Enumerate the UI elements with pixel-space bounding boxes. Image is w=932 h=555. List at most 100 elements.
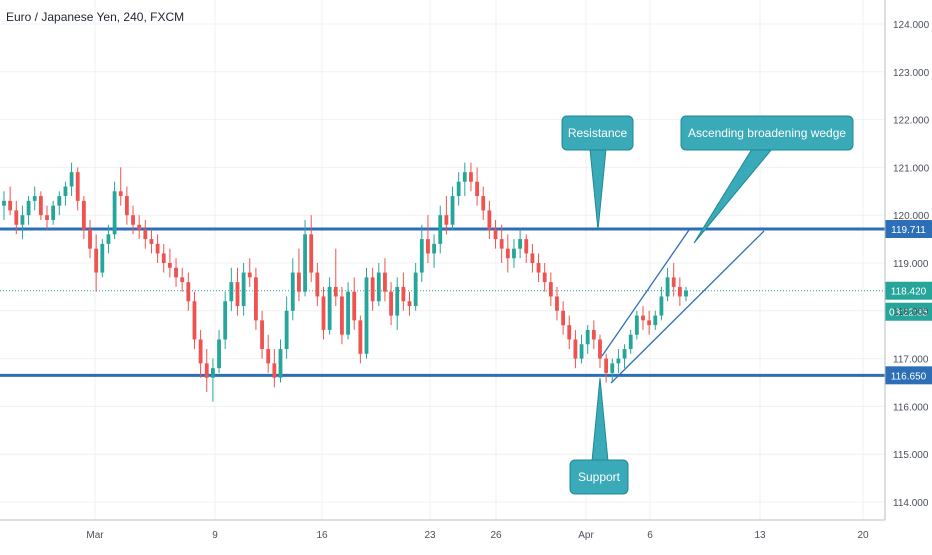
candle bbox=[167, 248, 172, 278]
candle-body bbox=[192, 301, 197, 340]
candle bbox=[69, 162, 74, 197]
resistance-price-label: 119.711 bbox=[891, 225, 926, 236]
x-tick-label: 20 bbox=[857, 530, 869, 541]
candle-body bbox=[143, 229, 148, 240]
candle bbox=[309, 215, 314, 283]
y-tick-label: 121.000 bbox=[893, 163, 930, 174]
candle bbox=[561, 301, 566, 335]
candle bbox=[481, 186, 486, 220]
price-axis[interactable]: 114.000 115.000 116.000 117.000 118.000 119.0… bbox=[884, 0, 930, 520]
candle-body bbox=[677, 286, 682, 297]
candle bbox=[333, 248, 338, 307]
horizontal-levels[interactable]: 119.711 116.650 118.420 03:22:35 bbox=[0, 220, 932, 385]
candle bbox=[241, 263, 246, 316]
candle-body bbox=[641, 315, 645, 321]
candle bbox=[524, 234, 529, 263]
candle bbox=[247, 258, 252, 287]
time-axis[interactable]: Mar 9 16 23 26 Apr 6 13 20 bbox=[0, 519, 885, 541]
candle-body bbox=[518, 239, 523, 249]
candle-body bbox=[303, 234, 307, 292]
candle bbox=[567, 315, 572, 350]
callouts[interactable]: Resistance Ascending broadening wedge Supp… bbox=[561, 115, 854, 495]
candle-body bbox=[235, 282, 240, 307]
candle bbox=[610, 358, 615, 383]
candle bbox=[223, 291, 228, 350]
candle bbox=[210, 358, 215, 402]
candle-body bbox=[217, 339, 221, 369]
candle bbox=[604, 353, 609, 383]
candle-body bbox=[622, 349, 627, 359]
y-tick-label: 116.000 bbox=[893, 402, 929, 413]
candle-body bbox=[653, 315, 658, 326]
y-tick-label: 122.000 bbox=[893, 116, 930, 127]
candle bbox=[530, 243, 535, 273]
candle-body bbox=[106, 234, 111, 244]
candle-body bbox=[333, 286, 338, 297]
candle bbox=[174, 258, 178, 287]
y-tick-label: 118.000 bbox=[893, 307, 929, 318]
candle-body bbox=[266, 349, 271, 364]
candle-body bbox=[340, 296, 344, 335]
candle-body bbox=[671, 277, 676, 287]
x-tick-label: 26 bbox=[490, 530, 502, 541]
y-tick-label: 117.000 bbox=[893, 355, 929, 366]
candle-body bbox=[20, 215, 25, 225]
candle bbox=[266, 334, 271, 373]
grid-lines bbox=[0, 0, 885, 520]
candle bbox=[512, 239, 516, 268]
wedge-callout-text: Ascending broadening wedge bbox=[688, 126, 846, 140]
candle-body bbox=[567, 325, 572, 340]
candle bbox=[364, 267, 369, 359]
candle-body bbox=[598, 339, 602, 359]
candle-body bbox=[475, 181, 480, 197]
candle bbox=[358, 315, 363, 364]
candle-body bbox=[493, 229, 498, 240]
candle bbox=[88, 219, 92, 259]
candle bbox=[419, 224, 424, 283]
candle bbox=[665, 267, 670, 302]
candle-body bbox=[38, 196, 43, 216]
candle-body bbox=[413, 272, 418, 307]
candle bbox=[628, 329, 633, 354]
candle bbox=[413, 263, 418, 311]
candle bbox=[106, 224, 111, 254]
current-price-label: 118.420 bbox=[891, 287, 927, 298]
candle-body bbox=[180, 277, 185, 283]
candle bbox=[426, 215, 430, 263]
candle-body bbox=[610, 363, 615, 373]
candle-body bbox=[63, 186, 68, 197]
candle bbox=[124, 186, 129, 225]
candle bbox=[591, 320, 596, 350]
candle-body bbox=[573, 339, 578, 359]
candle-body bbox=[383, 272, 387, 292]
candle-body bbox=[426, 239, 430, 254]
candle bbox=[456, 172, 461, 206]
wedge-lines[interactable] bbox=[601, 229, 765, 384]
resistance-callout-pointer bbox=[589, 148, 607, 231]
candle-body bbox=[321, 296, 326, 330]
candle-body bbox=[223, 301, 228, 340]
wedge-upper-line bbox=[601, 229, 690, 357]
candle-body bbox=[137, 224, 142, 230]
candle bbox=[641, 306, 645, 330]
candle-body bbox=[364, 277, 369, 354]
x-tick-label: 6 bbox=[647, 530, 653, 541]
candle bbox=[303, 219, 307, 297]
candle bbox=[579, 334, 584, 364]
candle bbox=[573, 329, 578, 369]
wedge-callout: Ascending broadening wedge bbox=[680, 115, 854, 244]
candle bbox=[340, 286, 344, 345]
candle bbox=[383, 258, 387, 302]
candle-body bbox=[628, 334, 633, 350]
candle bbox=[51, 200, 56, 225]
candle bbox=[475, 167, 480, 206]
x-tick-label: 13 bbox=[754, 530, 766, 541]
candle bbox=[100, 239, 105, 278]
candle-body bbox=[241, 272, 246, 307]
candle-body bbox=[444, 215, 449, 225]
candle bbox=[192, 291, 197, 350]
candle bbox=[401, 272, 406, 311]
candle-body bbox=[530, 253, 535, 263]
